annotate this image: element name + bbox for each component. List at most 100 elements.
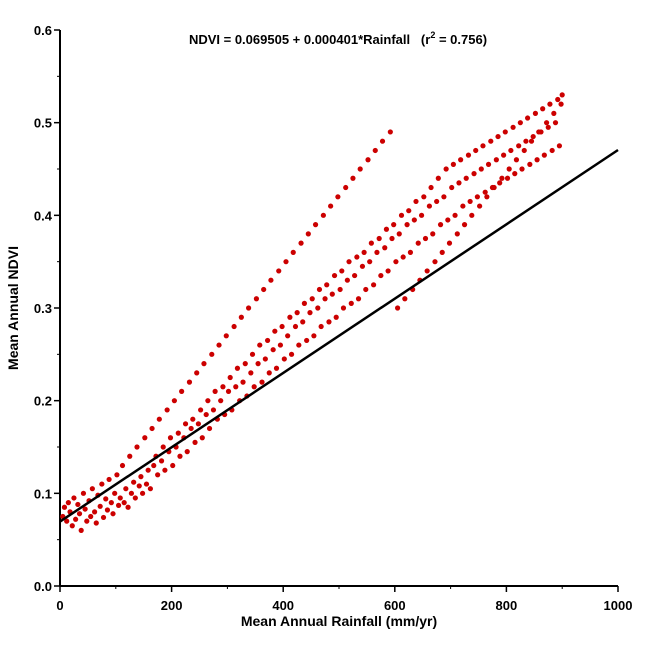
data-point: [92, 509, 98, 515]
data-point: [131, 479, 137, 485]
data-point: [534, 157, 540, 163]
data-point: [205, 398, 211, 404]
data-point: [530, 133, 536, 140]
data-point: [184, 449, 190, 455]
data-point: [424, 268, 430, 274]
x-tick-label: 1000: [604, 598, 633, 613]
data-point: [253, 296, 260, 302]
data-point: [281, 356, 287, 362]
data-point: [234, 365, 241, 371]
data-point: [337, 286, 343, 293]
data-point: [292, 323, 299, 330]
data-point: [80, 490, 87, 496]
data-point: [119, 462, 126, 469]
data-point: [97, 503, 103, 509]
data-point: [549, 147, 555, 154]
data-point: [463, 175, 469, 181]
data-point: [296, 342, 302, 348]
data-point: [519, 166, 525, 172]
data-point: [367, 259, 373, 265]
data-point: [190, 416, 196, 422]
data-point: [167, 435, 174, 441]
data-point: [246, 305, 252, 311]
data-point: [328, 203, 334, 209]
data-point: [543, 120, 550, 126]
labels: 0.0 0.1 0.2 0.3 0.4 0.5 0.6 0 200 400 600 800 1000 Me…: [5, 23, 632, 629]
data-point: [521, 147, 527, 154]
data-point: [497, 180, 503, 186]
data-point: [89, 486, 95, 492]
data-point: [110, 511, 116, 517]
data-point: [257, 342, 263, 348]
data-point: [458, 157, 464, 163]
data-point: [76, 511, 83, 517]
data-point: [65, 500, 71, 506]
data-point: [155, 472, 161, 478]
data-point: [69, 523, 75, 529]
data-point: [510, 124, 516, 130]
data-point: [426, 203, 432, 209]
data-point: [112, 490, 118, 496]
data-point: [199, 435, 205, 441]
data-point: [318, 323, 324, 330]
data-point: [259, 379, 265, 385]
data-point: [344, 277, 350, 283]
r-squared-superscript: 2: [430, 30, 435, 40]
data-point: [240, 379, 246, 385]
data-point: [371, 282, 377, 288]
data-point: [266, 370, 272, 376]
data-point: [304, 337, 310, 344]
data-point: [316, 286, 323, 293]
data-point: [555, 96, 561, 103]
data-point: [143, 481, 150, 487]
data-point: [227, 374, 233, 381]
data-point: [523, 138, 529, 144]
data-point: [359, 263, 366, 269]
data-point: [477, 203, 483, 209]
data-point: [294, 310, 300, 316]
data-point: [446, 240, 453, 246]
data-point: [242, 361, 248, 367]
data-point: [393, 259, 399, 265]
regression-line: [59, 148, 619, 523]
data-point: [491, 184, 497, 191]
data-point: [421, 194, 427, 200]
data-point: [547, 101, 553, 107]
data-point: [439, 249, 445, 255]
data-point: [434, 198, 440, 205]
data-point: [188, 425, 194, 432]
data-point: [441, 194, 447, 200]
data-point: [400, 254, 406, 260]
data-point: [156, 416, 162, 422]
data-point: [179, 388, 185, 394]
data-point: [212, 388, 218, 394]
data-point: [203, 411, 209, 418]
data-point: [513, 157, 520, 163]
y-tick-label: 0.2: [34, 394, 52, 409]
data-point: [343, 184, 349, 191]
data-point: [114, 472, 120, 478]
data-point: [128, 490, 135, 496]
y-tick-label: 0.4: [34, 208, 53, 223]
data-point: [164, 407, 170, 413]
data-point: [501, 152, 507, 158]
data-point: [502, 129, 508, 135]
data-point: [175, 430, 181, 436]
data-point: [248, 370, 254, 376]
data-point: [115, 502, 122, 508]
data-point: [264, 337, 271, 344]
data-point: [320, 212, 326, 218]
data-point: [348, 300, 354, 306]
data-point: [508, 147, 514, 154]
data-point: [460, 203, 466, 209]
data-point: [75, 501, 81, 508]
data-point: [374, 249, 380, 255]
data-point: [456, 180, 462, 186]
data-point: [404, 222, 410, 228]
data-point: [415, 240, 421, 246]
data-point: [469, 212, 475, 218]
data-point: [435, 175, 441, 181]
data-point: [209, 351, 215, 357]
data-point: [300, 319, 306, 325]
data-point: [326, 319, 332, 325]
